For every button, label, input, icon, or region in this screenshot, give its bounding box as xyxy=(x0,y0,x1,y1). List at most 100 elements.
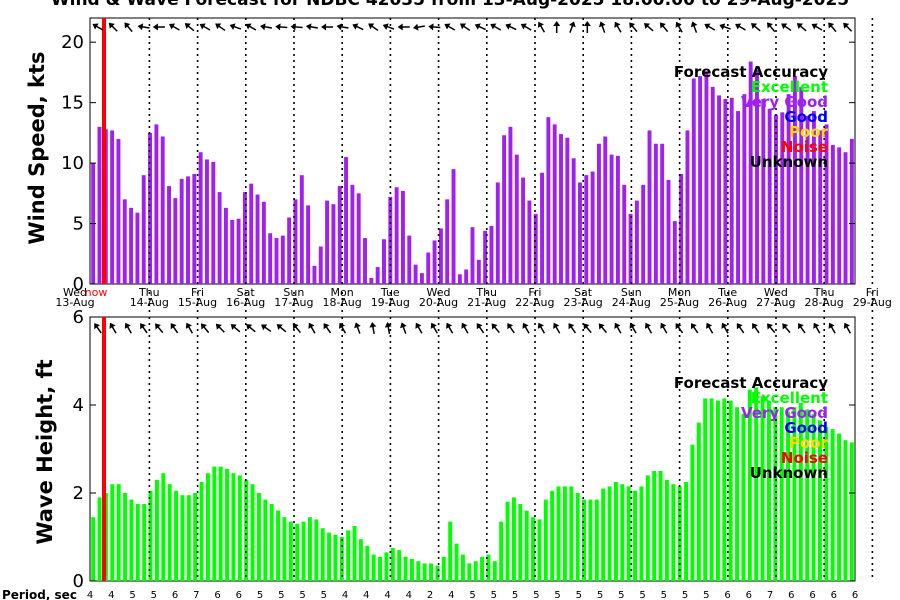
wind-bar xyxy=(331,204,336,284)
wind-bar xyxy=(223,207,228,284)
arrow-head xyxy=(629,22,636,29)
wave-bar xyxy=(435,565,440,581)
wind-bar xyxy=(824,124,829,285)
wave-bar xyxy=(607,486,612,581)
arrow-head xyxy=(537,21,544,28)
arrow-head xyxy=(412,23,419,31)
wind-direction-arrow xyxy=(412,23,425,31)
legend-item: Poor xyxy=(789,434,829,452)
wave-direction-arrow xyxy=(109,322,117,334)
wave-bar xyxy=(429,563,434,581)
day-date: 18-Aug xyxy=(322,296,361,309)
arrow-head xyxy=(811,23,818,30)
period-value: 5 xyxy=(278,590,284,600)
wind-direction-arrow xyxy=(108,22,118,32)
wave-bar xyxy=(760,396,765,581)
arrow-head xyxy=(321,23,327,31)
wind-direction-arrow xyxy=(92,23,104,31)
wind-bar xyxy=(755,69,759,285)
wind-direction-arrow xyxy=(735,23,746,31)
day-date: 21-Aug xyxy=(467,296,506,309)
wind-bar xyxy=(830,144,835,284)
wind-bar xyxy=(344,157,349,284)
wind-bar xyxy=(634,200,639,284)
wave-bar xyxy=(626,486,631,581)
arrow-head xyxy=(553,322,560,329)
wind-direction-arrow xyxy=(275,23,288,31)
wave-bar xyxy=(378,556,383,581)
wave-direction-arrow xyxy=(261,324,272,333)
wave-bar xyxy=(569,486,574,581)
arrow-head xyxy=(813,322,820,329)
day-date: 25-Aug xyxy=(660,296,699,309)
wind-ytick-label: 5 xyxy=(73,214,84,235)
wind-direction-arrow xyxy=(828,22,837,33)
wind-bar xyxy=(457,274,462,284)
wave-bar xyxy=(288,521,293,581)
wind-ytick-label: 10 xyxy=(61,153,84,174)
wave-bar xyxy=(282,517,287,581)
wave-direction-arrow xyxy=(675,323,684,334)
wind-bar xyxy=(407,235,412,284)
wind-bar xyxy=(426,252,431,284)
wind-direction-arrow xyxy=(796,23,807,32)
arrow-head xyxy=(598,21,606,28)
arrow-head xyxy=(246,324,253,331)
wind-direction-arrow xyxy=(169,23,180,31)
wave-direction-arrow xyxy=(200,323,210,334)
arrow-head xyxy=(553,21,561,26)
wind-bar xyxy=(287,217,292,284)
wind-direction-arrow xyxy=(397,23,410,31)
legend-item: Good xyxy=(784,419,828,437)
arrow-head xyxy=(583,323,590,330)
wave-bar xyxy=(766,400,771,581)
wind-direction-arrow xyxy=(152,23,165,31)
wave-direction-arrow xyxy=(155,323,164,334)
arrow-head xyxy=(782,323,789,330)
wave-direction-arrow xyxy=(415,322,423,334)
wave-bar xyxy=(639,486,644,581)
period-value: 5 xyxy=(639,590,645,600)
wave-ytick-label: 0 xyxy=(73,571,84,592)
wave-direction-arrow xyxy=(782,323,791,334)
wind-direction-arrow xyxy=(290,23,303,31)
wave-bar xyxy=(773,407,778,581)
wave-direction-arrow xyxy=(798,323,806,334)
wind-bar xyxy=(280,235,285,284)
wind-direction-arrow xyxy=(444,23,456,31)
wave-bar xyxy=(320,528,325,581)
wave-plot-frame xyxy=(89,316,856,582)
wind-direction-arrow xyxy=(199,23,211,31)
wave-bar xyxy=(556,486,561,581)
wind-bar xyxy=(698,76,703,284)
wind-bar xyxy=(704,71,709,284)
arrow-head xyxy=(140,323,146,330)
wind-bar xyxy=(552,124,557,285)
wave-bar xyxy=(142,504,147,581)
period-value: 6 xyxy=(831,590,837,600)
wind-direction-arrow xyxy=(569,21,576,33)
arrow-head xyxy=(184,23,191,30)
wind-bar xyxy=(236,218,241,284)
legend-item: Noise xyxy=(781,449,828,467)
day-date: 23-Aug xyxy=(563,296,602,309)
arrow-head xyxy=(290,23,296,31)
arrow-head xyxy=(781,23,788,30)
arrow-head xyxy=(169,23,176,30)
wave-direction-arrow xyxy=(323,323,332,334)
wind-bar xyxy=(451,169,456,284)
legend-item: Poor xyxy=(789,123,829,141)
wind-bar xyxy=(672,221,677,284)
wind-direction-arrow xyxy=(490,23,502,31)
period-value: 6 xyxy=(746,590,752,600)
wind-bar xyxy=(742,94,747,284)
wave-direction-arrow xyxy=(400,322,407,334)
wind-bar xyxy=(192,173,197,284)
wave-bar xyxy=(263,499,268,581)
wind-direction-arrow xyxy=(659,22,669,33)
wave-bar xyxy=(588,499,593,581)
wind-bar xyxy=(110,130,115,284)
day-date: 17-Aug xyxy=(274,296,313,309)
